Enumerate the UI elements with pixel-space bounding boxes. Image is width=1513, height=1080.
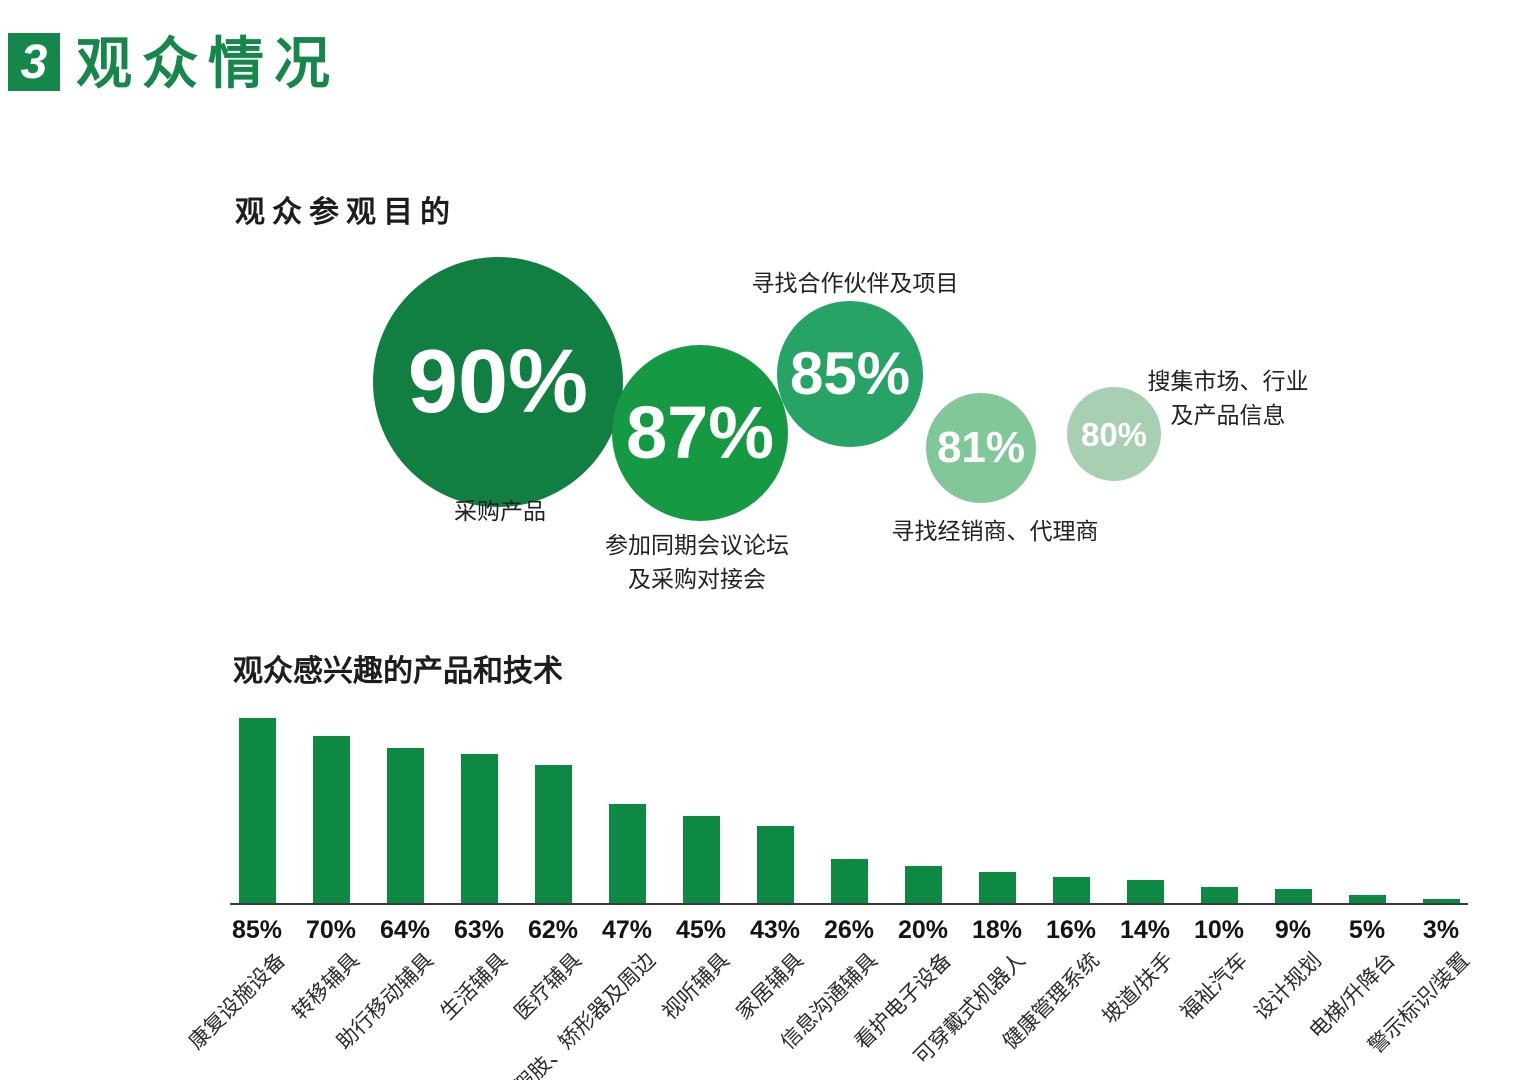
bar-value-label: 62% bbox=[527, 916, 579, 944]
bubble-label-81: 寻找经销商、代理商 bbox=[891, 518, 1099, 544]
page-title: 观众情况 bbox=[76, 32, 340, 95]
bar-value-label: 5% bbox=[1348, 916, 1386, 944]
bar-value-label: 16% bbox=[1045, 916, 1097, 944]
bar-11 bbox=[978, 872, 1016, 904]
bar-12 bbox=[1052, 877, 1090, 904]
bubble-85: 85% bbox=[777, 301, 923, 447]
x-axis-line bbox=[230, 903, 1468, 905]
bubble-section-title: 观众参观目的 bbox=[235, 196, 457, 229]
bar-value-label: 70% bbox=[305, 916, 357, 944]
bar-10 bbox=[904, 866, 942, 904]
bar-3 bbox=[386, 748, 424, 904]
bar-value-label: 14% bbox=[1119, 916, 1171, 944]
bar-2 bbox=[312, 736, 350, 904]
bar-value-label: 63% bbox=[453, 916, 505, 944]
bubble-label-85: 寻找合作伙伴及项目 bbox=[751, 270, 959, 296]
bubble-label-87: 参加同期会议论坛 及采购对接会 bbox=[605, 532, 789, 592]
bar-13 bbox=[1126, 880, 1164, 904]
bar-17 bbox=[1422, 899, 1460, 904]
bar-6 bbox=[608, 804, 646, 904]
bubble-81: 81% bbox=[926, 393, 1036, 503]
bubble-87: 87% bbox=[612, 345, 788, 521]
bubble-label-80: 搜集市场、行业 及产品信息 bbox=[1147, 368, 1309, 428]
bar-14 bbox=[1200, 887, 1238, 904]
bar-16 bbox=[1348, 895, 1386, 904]
bubble-label-90: 采购产品 bbox=[454, 498, 546, 524]
bar-8 bbox=[756, 826, 794, 904]
bar-15 bbox=[1274, 889, 1312, 904]
section-number-badge: 3 bbox=[8, 33, 60, 91]
bar-value-label: 18% bbox=[971, 916, 1023, 944]
bar-value-label: 26% bbox=[823, 916, 875, 944]
bar-value-label: 85% bbox=[231, 916, 283, 944]
bar-section-title: 观众感兴趣的产品和技术 bbox=[233, 655, 563, 688]
bar-value-label: 9% bbox=[1274, 916, 1312, 944]
bar-value-label: 20% bbox=[897, 916, 949, 944]
bar-value-label: 10% bbox=[1193, 916, 1245, 944]
bar-7 bbox=[682, 816, 720, 904]
bar-value-label: 64% bbox=[379, 916, 431, 944]
bar-value-label: 3% bbox=[1422, 916, 1460, 944]
bubble-90: 90% bbox=[373, 257, 623, 507]
bar-value-label: 47% bbox=[601, 916, 653, 944]
bubble-80: 80% bbox=[1067, 387, 1161, 481]
bar-4 bbox=[460, 754, 498, 904]
bar-1 bbox=[238, 718, 276, 904]
bar-9 bbox=[830, 859, 868, 904]
bar-value-label: 43% bbox=[749, 916, 801, 944]
bar-5 bbox=[534, 765, 572, 904]
bar-value-label: 45% bbox=[675, 916, 727, 944]
